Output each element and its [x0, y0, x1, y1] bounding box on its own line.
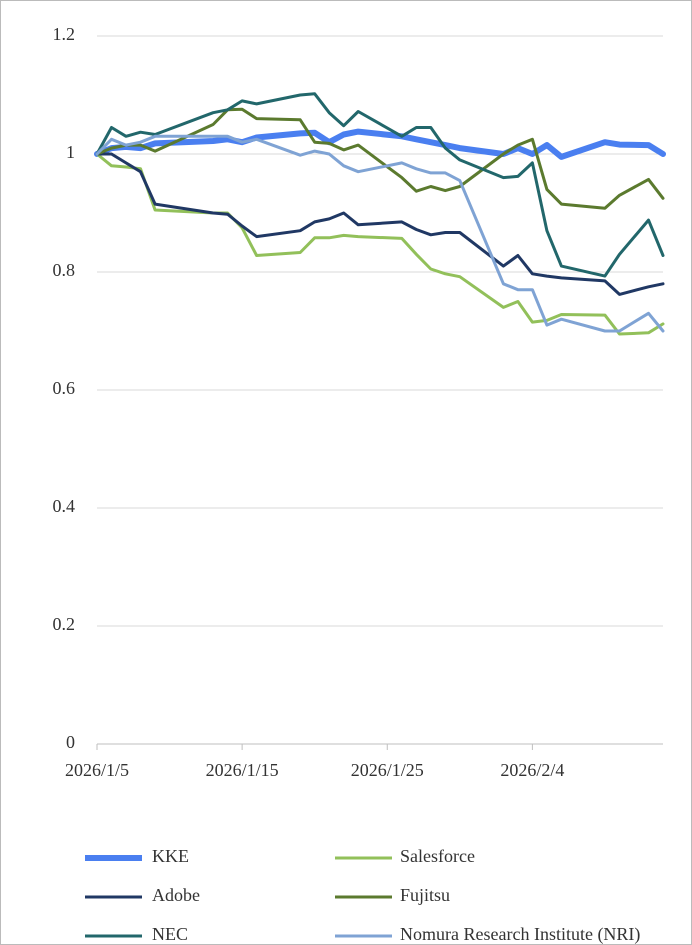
- series-line: [95, 152, 665, 336]
- x-tick-label: 2026/1/5: [65, 760, 129, 780]
- series-line: [95, 152, 665, 296]
- y-tick-label: 0.2: [53, 614, 76, 634]
- legend-label: Nomura Research Institute (NRI): [400, 924, 640, 945]
- y-tick-label: 1.2: [53, 24, 76, 44]
- y-tick-label: 0.8: [53, 260, 76, 280]
- y-tick-label: 0.6: [53, 378, 76, 398]
- legend-label: NEC: [152, 924, 188, 944]
- y-tick-label: 0.4: [53, 496, 76, 516]
- legend-label: KKE: [152, 846, 189, 866]
- y-tick-label: 0: [66, 732, 75, 752]
- legend-label: Salesforce: [400, 846, 475, 866]
- y-tick-label: 1: [66, 142, 75, 162]
- x-tick-label: 2026/2/4: [500, 760, 564, 780]
- x-tick-label: 2026/1/25: [351, 760, 424, 780]
- legend-label: Fujitsu: [400, 885, 450, 905]
- series-line: [94, 128, 666, 160]
- series-line: [95, 134, 665, 333]
- legend-label: Adobe: [152, 885, 200, 905]
- x-tick-label: 2026/1/15: [206, 760, 279, 780]
- series-line: [95, 92, 665, 278]
